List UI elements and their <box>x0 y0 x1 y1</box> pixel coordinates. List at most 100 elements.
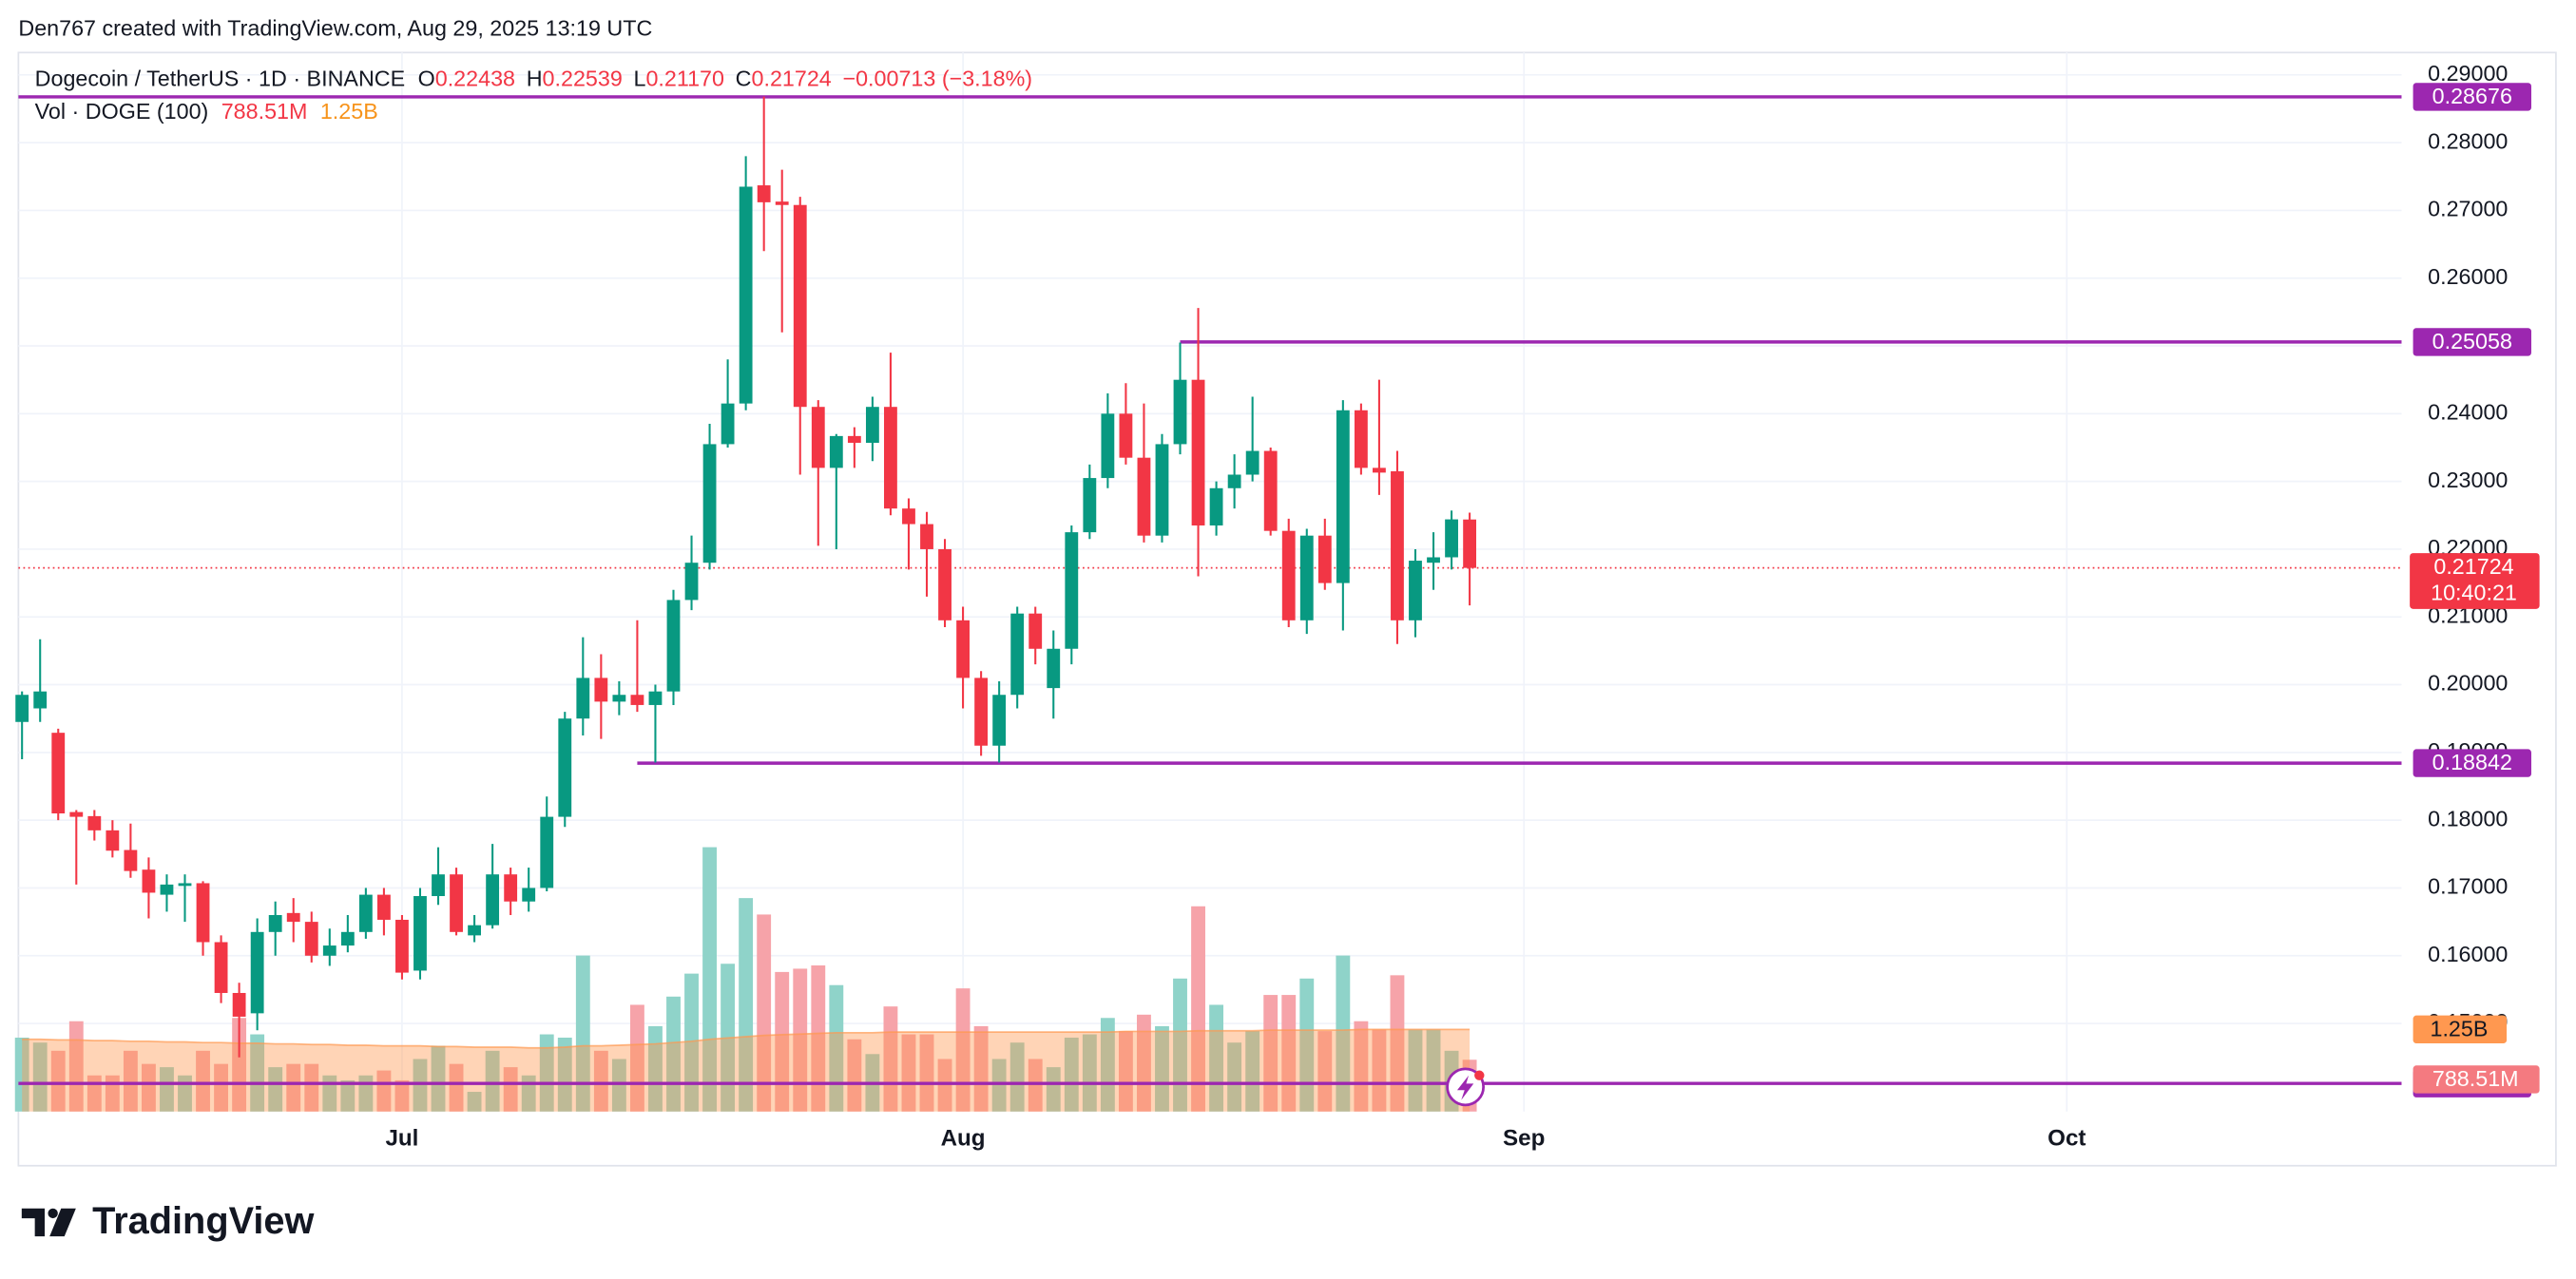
candle-body <box>69 811 84 817</box>
horizontal-line-box <box>2413 749 2531 777</box>
axis-layer: 0.150000.160000.170000.180000.190000.200… <box>385 61 2508 1152</box>
volume-bar <box>160 1067 174 1112</box>
candle-body <box>450 874 463 932</box>
volume-bar <box>449 1063 464 1112</box>
x-tick-label: Sep <box>1503 1126 1545 1152</box>
candle-body <box>1209 487 1223 525</box>
volume-bar <box>1009 1042 1025 1112</box>
candle-body <box>1409 561 1422 620</box>
legend-main: Dogecoin / TetherUS · 1D · BINANCE O0.22… <box>35 67 1032 91</box>
candle-layer <box>15 96 1477 1058</box>
candle-body <box>1173 379 1187 445</box>
candle-body <box>376 894 391 920</box>
volume-bar <box>467 1092 482 1112</box>
candle-body <box>1281 530 1296 620</box>
x-tick-label: Aug <box>941 1126 986 1152</box>
volume-bar <box>232 1018 247 1112</box>
volume-bar <box>757 914 772 1112</box>
volume-bar <box>557 1038 572 1112</box>
candle-body <box>739 186 753 404</box>
y-tick-label: 0.23000 <box>2428 468 2508 492</box>
candle-body <box>865 407 879 443</box>
replay-icon-dot <box>1474 1070 1485 1080</box>
candle-body <box>757 185 771 202</box>
candle-body <box>702 444 717 563</box>
volume-bar <box>575 955 590 1112</box>
legend-symbol: Dogecoin / TetherUS · 1D · BINANCE <box>35 67 406 91</box>
volume-bar <box>611 1059 626 1112</box>
volume-bar <box>829 984 844 1112</box>
candle-body <box>974 678 989 746</box>
volume-bar <box>937 1059 952 1112</box>
last-price-box <box>2410 553 2540 609</box>
volume-bar <box>1046 1067 1061 1112</box>
candle-body <box>432 874 445 897</box>
candle-body <box>576 678 590 719</box>
y-tick-label: 0.26000 <box>2428 264 2508 289</box>
x-tick-label: Oct <box>2047 1126 2086 1152</box>
candle-body <box>594 678 608 702</box>
logo-mark-v <box>49 1208 76 1237</box>
legend-open-label: O <box>418 67 435 91</box>
candle-body <box>1391 470 1404 620</box>
candle-body <box>250 931 264 1014</box>
replay-icon-bolt[interactable] <box>1456 1075 1474 1100</box>
candle-body <box>486 874 500 926</box>
replay-icon[interactable] <box>1446 1067 1485 1107</box>
candle-body <box>920 524 933 549</box>
volume-bar <box>702 847 717 1112</box>
legend-volume-value: 788.51M <box>221 99 308 124</box>
volume-box <box>2413 1065 2540 1094</box>
candle-body <box>938 548 952 620</box>
y-tick-label: 0.28000 <box>2428 128 2508 153</box>
horizontal-line-label: 0.18842 <box>2432 750 2512 774</box>
candle-body <box>1427 557 1440 563</box>
y-tick-label: 0.29000 <box>2428 61 2508 86</box>
volume-bar <box>648 1025 663 1112</box>
volume-bar <box>1372 1029 1387 1112</box>
candle-body <box>1119 413 1133 458</box>
volume-bar <box>901 1034 916 1112</box>
volume-bar <box>32 1042 48 1112</box>
candle-body <box>612 695 626 702</box>
last-price-label: 0.21724 <box>2433 554 2513 579</box>
volume-bar <box>991 1059 1007 1112</box>
candle-body <box>775 201 789 205</box>
candle-body <box>142 869 156 893</box>
candle-body <box>1299 535 1314 620</box>
volume-bar <box>847 1039 862 1112</box>
volume-bar <box>919 1034 934 1112</box>
candle-body <box>214 942 228 993</box>
candle-body <box>1191 379 1205 525</box>
legend-volume: Vol · DOGE (100) 788.51M 1.25B <box>35 99 378 124</box>
y-tick-label: 0.27000 <box>2428 197 2508 221</box>
volume-bar <box>1390 975 1405 1112</box>
candle-body <box>793 204 807 408</box>
candle-body <box>902 508 915 525</box>
candle-body <box>468 925 482 936</box>
candle-body <box>992 695 1007 746</box>
candle-body <box>558 718 572 817</box>
candle-body <box>1336 410 1350 583</box>
volume-bar <box>1064 1038 1079 1112</box>
candle-body <box>1317 535 1332 583</box>
volume-bar <box>1028 1059 1043 1112</box>
candle-body <box>829 435 843 468</box>
volume-bar <box>1118 1031 1133 1112</box>
volume-bar <box>1408 1029 1423 1112</box>
candle-body <box>630 695 644 705</box>
volume-bar <box>1137 1014 1151 1112</box>
candle-body <box>322 945 336 956</box>
candle-body <box>522 888 536 902</box>
brand-logo: TradingView <box>21 1200 315 1242</box>
y-tick-label: 0.24000 <box>2428 399 2508 424</box>
candle-body <box>1155 444 1169 536</box>
candle-body <box>721 403 735 445</box>
candle-body <box>1010 613 1025 696</box>
candle-body <box>1101 413 1115 479</box>
candle-body <box>232 992 246 1017</box>
volume-bar <box>955 988 971 1112</box>
logo-mark-dot <box>48 1208 58 1219</box>
volume-bar <box>14 1038 29 1112</box>
drawing-layer <box>18 95 2402 1085</box>
